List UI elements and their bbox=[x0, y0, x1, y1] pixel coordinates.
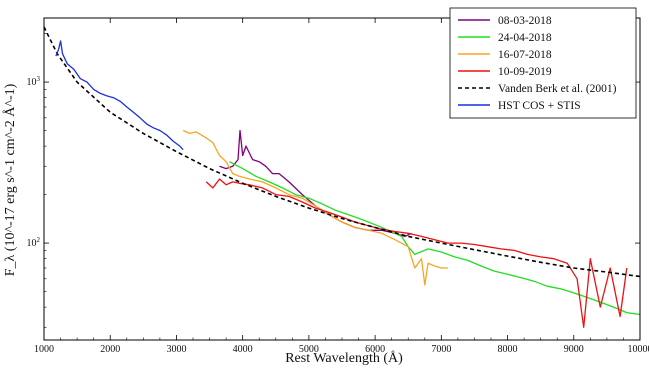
x-tick-label-7: 8000 bbox=[498, 344, 518, 355]
series-line-0 bbox=[219, 129, 412, 238]
legend-label-5: HST COS + STIS bbox=[498, 100, 581, 112]
series-line-2 bbox=[182, 129, 448, 286]
x-tick-label-8: 9000 bbox=[564, 344, 584, 355]
x-tick-label-2: 3000 bbox=[166, 344, 186, 355]
series-layer bbox=[43, 26, 641, 328]
x-tick-label-5: 6000 bbox=[365, 344, 385, 355]
legend-items: 08-03-2018 24-04-2018 16-07-2018 10-09-2019… bbox=[458, 15, 617, 112]
series-line-3 bbox=[205, 178, 628, 328]
legend: 08-03-2018 24-04-2018 16-07-2018 10-09-2019… bbox=[449, 7, 637, 119]
x-tick-label-9: 10000 bbox=[628, 344, 649, 355]
x-tick-label-0: 1000 bbox=[34, 344, 54, 355]
series-line-1 bbox=[229, 161, 641, 316]
x-tick-label-3: 4000 bbox=[233, 344, 253, 355]
y-tick-label-0: 102 bbox=[27, 236, 41, 249]
legend-label-3: 10-09-2019 bbox=[498, 66, 552, 78]
legend-box bbox=[449, 7, 637, 119]
series-line-5 bbox=[55, 40, 184, 151]
legend-label-2: 16-07-2018 bbox=[498, 49, 552, 61]
legend-label-1: 24-04-2018 bbox=[498, 32, 552, 44]
x-axis-label: Rest Wavelength (Å) bbox=[285, 350, 403, 366]
y-axis-label: F_λ (10^-17 erg s^-1 cm^-2 Å^-1) bbox=[2, 83, 18, 276]
y-tick-label-1: 103 bbox=[27, 75, 41, 88]
legend-label-4: Vanden Berk et al. (2001) bbox=[498, 83, 617, 95]
x-tick-label-1: 2000 bbox=[100, 344, 120, 355]
axes-layer: 1000 2000 3000 4000 5000 6000 7000 8000 9000 1000… bbox=[27, 18, 649, 355]
x-tick-label-6: 7000 bbox=[431, 344, 451, 355]
series-line-4 bbox=[43, 26, 641, 278]
legend-label-0: 08-03-2018 bbox=[498, 15, 552, 27]
x-tick-label-4: 5000 bbox=[299, 344, 319, 355]
